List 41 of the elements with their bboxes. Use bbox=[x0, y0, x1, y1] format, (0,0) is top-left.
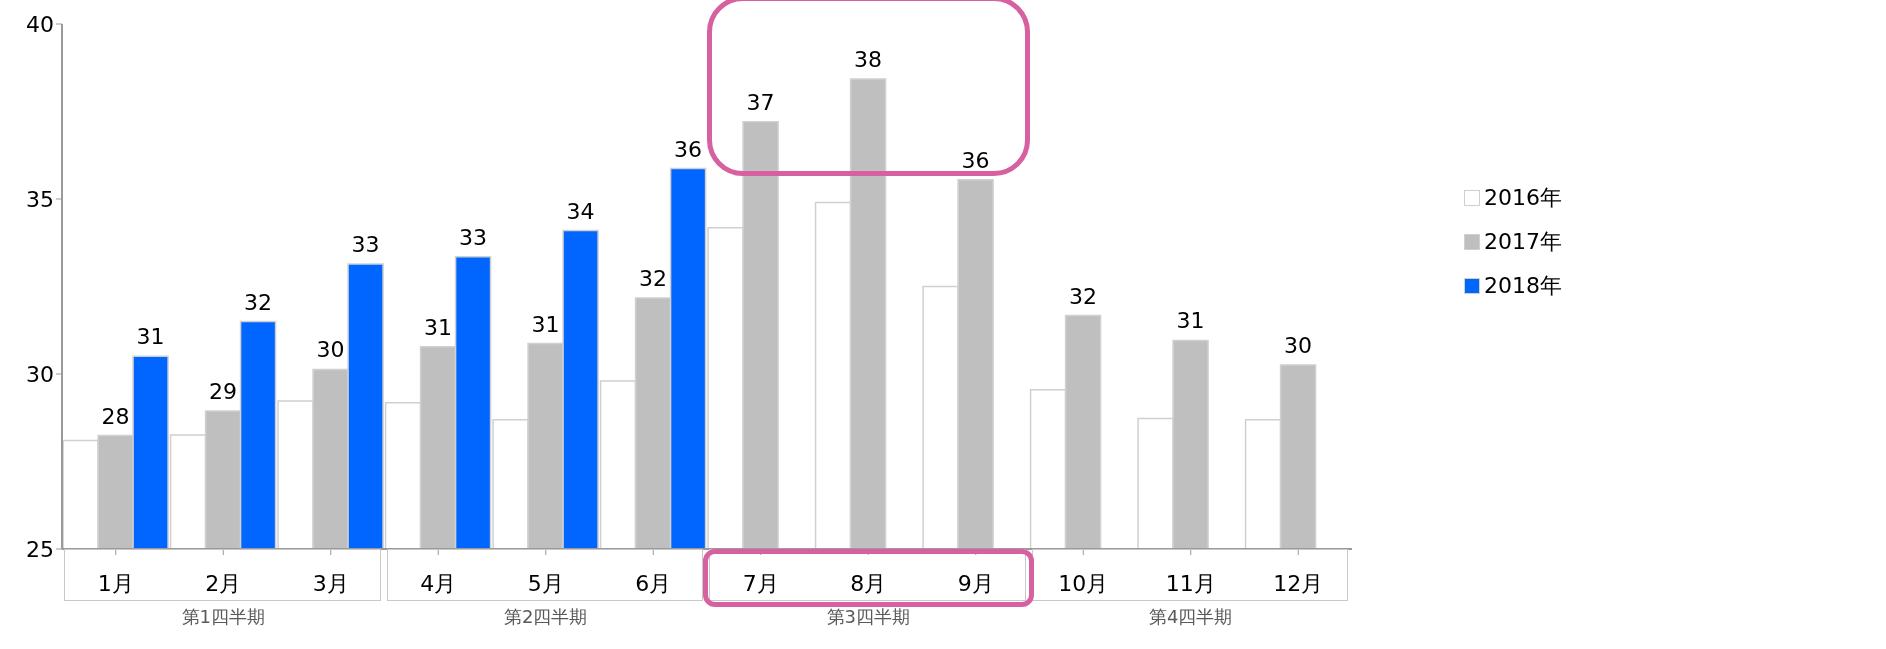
data-label: 28 bbox=[101, 403, 130, 429]
x-tick-label: 10月 bbox=[1058, 570, 1109, 596]
data-label: 31 bbox=[531, 311, 560, 337]
x-tick-label: 6月 bbox=[635, 570, 672, 596]
data-label: 37 bbox=[746, 89, 775, 115]
text: 第2四半期 bbox=[503, 605, 589, 629]
x-tick-label: 12月 bbox=[1273, 570, 1324, 596]
x-tick-label: 11月 bbox=[1165, 570, 1216, 596]
data-label: 30 bbox=[316, 337, 345, 363]
legend-label: 2018年 bbox=[1484, 272, 1562, 300]
y-tick-label: 35 bbox=[26, 186, 54, 212]
y-tick-label: 40 bbox=[26, 11, 54, 37]
data-label: 36 bbox=[961, 147, 990, 173]
data-label: 31 bbox=[1176, 308, 1205, 334]
data-label: 34 bbox=[566, 198, 595, 224]
legend-label: 2017年 bbox=[1484, 228, 1562, 256]
legend-label: 2016年 bbox=[1484, 184, 1562, 212]
data-label: 29 bbox=[209, 379, 238, 405]
x-tick-label: 3月 bbox=[312, 570, 349, 596]
y-tick-label: 25 bbox=[26, 536, 54, 562]
data-label: 31 bbox=[136, 324, 165, 350]
data-label: 32 bbox=[244, 289, 273, 315]
x-tick-label: 1月 bbox=[97, 570, 134, 596]
data-label: 32 bbox=[1069, 283, 1098, 309]
x-tick-label: 8月 bbox=[850, 570, 887, 596]
x-tick-label: 5月 bbox=[527, 570, 564, 596]
x-tick-label: 9月 bbox=[957, 570, 994, 596]
data-label: 33 bbox=[459, 224, 488, 250]
data-label: 33 bbox=[351, 232, 380, 258]
data-label: 32 bbox=[639, 266, 668, 292]
x-tick-label: 4月 bbox=[420, 570, 457, 596]
text: 第4四半期 bbox=[1148, 605, 1234, 629]
x-tick-label: 7月 bbox=[742, 570, 779, 596]
x-tick-label: 2月 bbox=[205, 570, 242, 596]
text: 第3四半期 bbox=[825, 605, 911, 629]
data-label: 36 bbox=[674, 136, 703, 162]
data-label: 38 bbox=[854, 46, 883, 72]
data-label: 30 bbox=[1284, 332, 1313, 358]
y-tick-label: 30 bbox=[26, 361, 54, 387]
text: 第1四半期 bbox=[180, 605, 266, 629]
data-label: 31 bbox=[424, 314, 453, 340]
